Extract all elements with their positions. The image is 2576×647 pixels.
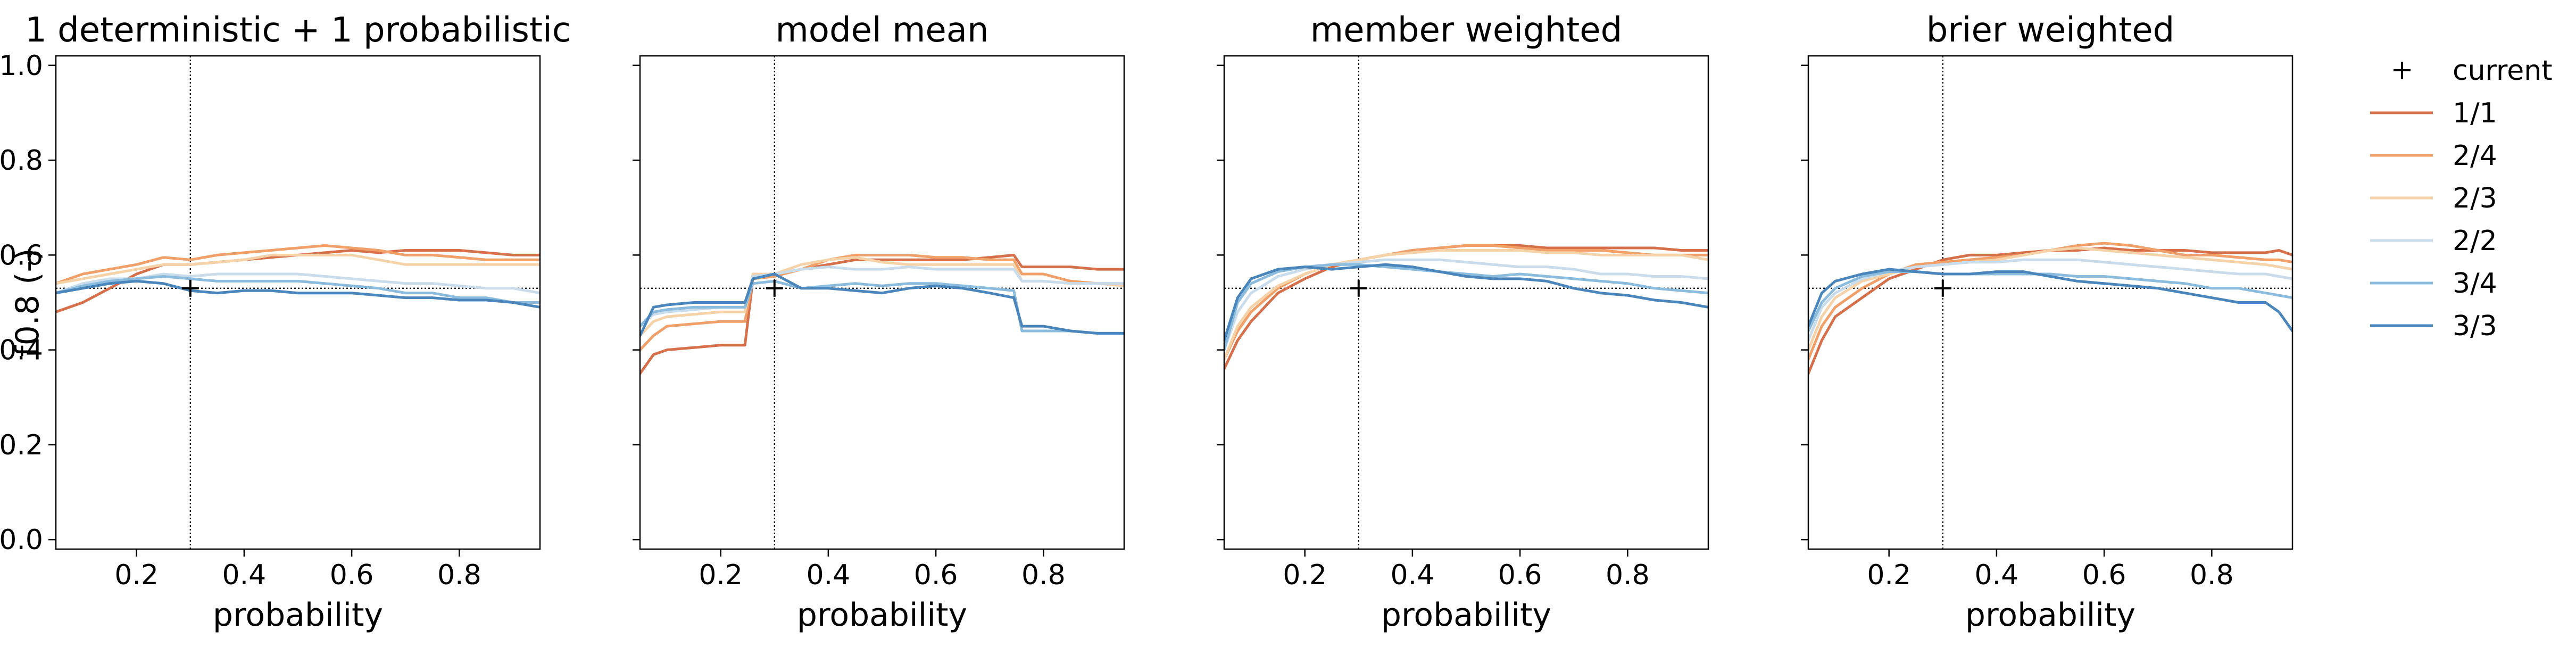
series-line-2-2: [1224, 258, 1708, 352]
x-tick-label: 0.2: [114, 559, 159, 591]
legend-entry-1-1: 1/1: [2370, 97, 2497, 129]
x-tick-label: 0.8: [1606, 559, 1650, 591]
series-group: [640, 253, 1124, 375]
x-tick-label: 0.2: [699, 559, 743, 591]
y-axis-label: f0.8 (-): [9, 248, 46, 356]
series-line-3-3: [1808, 268, 2292, 333]
x-tick-label: 0.6: [330, 559, 374, 591]
current-marker: [1934, 279, 1951, 297]
legend-label: 2/4: [2453, 140, 2497, 172]
panel-title: 1 deterministic + 1 probabilistic: [25, 11, 571, 50]
legend-entry-3-3: 3/3: [2370, 310, 2497, 342]
legend-label: 3/3: [2453, 310, 2497, 342]
series-line-2-3: [56, 253, 540, 285]
axes-frame: [1223, 55, 1709, 550]
series-line-3-3: [56, 279, 540, 309]
series-line-1-1: [1224, 244, 1708, 370]
legend-entry-2-4: 2/4: [2370, 140, 2497, 172]
current-marker: [181, 279, 199, 297]
x-axis-label: probability: [213, 596, 383, 634]
x-axis-label: probability: [1965, 596, 2135, 634]
panel-3: 0.2 0.4 0.6 0.8 member weighted probability: [1217, 11, 1709, 634]
series-line-1-1: [640, 253, 1124, 375]
current-marker: [766, 279, 783, 297]
series-line-3-3: [640, 272, 1124, 337]
x-axis-label: probability: [797, 596, 967, 634]
panel-2: 0.2 0.4 0.6 0.8 model mean probability: [633, 11, 1125, 634]
legend-label: 3/4: [2453, 268, 2497, 300]
y-tick-label: 0.4: [0, 335, 43, 367]
legend-label: current: [2453, 55, 2553, 87]
panel-1: 0.2 0.4 0.6 0.8 0.0 0.2 0.4 0.6 0.8 1.01 determin…: [0, 11, 571, 634]
legend-entry-2-2: 2/2: [2370, 225, 2497, 257]
series-line-2-2: [1808, 258, 2292, 342]
series-line-2-4: [640, 253, 1124, 352]
series-group: [1808, 242, 2292, 375]
series-line-1-1: [1808, 246, 2292, 375]
series-line-3-3: [1224, 263, 1708, 342]
series-group: [56, 244, 540, 313]
x-tick-label: 0.8: [1021, 559, 1066, 591]
series-line-3-4: [640, 279, 1124, 335]
y-tick-label: 0.6: [0, 239, 43, 271]
x-tick-label: 0.2: [1283, 559, 1327, 591]
series-group: [1224, 244, 1708, 370]
legend-entry-3-4: 3/4: [2370, 268, 2497, 300]
axes-frame: [1807, 55, 2294, 550]
series-line-2-3: [1808, 246, 2292, 352]
panel-title: member weighted: [1310, 11, 1623, 50]
x-tick-label: 0.4: [807, 559, 851, 591]
x-tick-label: 0.4: [1391, 559, 1435, 591]
legend-label: 1/1: [2453, 97, 2497, 129]
x-axis-label: probability: [1381, 596, 1551, 634]
axes-frame: [55, 55, 541, 550]
x-tick-label: 0.6: [914, 559, 958, 591]
legend-label: 2/3: [2453, 183, 2497, 214]
x-tick-label: 0.4: [1975, 559, 2019, 591]
legend-label: 2/2: [2453, 225, 2497, 257]
x-tick-label: 0.8: [2190, 559, 2234, 591]
panel-4: 0.2 0.4 0.6 0.8 brier weighted probability: [1801, 11, 2294, 634]
series-line-2-4: [56, 244, 540, 285]
series-line-2-3: [1224, 249, 1708, 361]
current-marker: [1350, 279, 1367, 297]
panel-title: brier weighted: [1926, 11, 2175, 50]
y-tick-label: 0.8: [0, 145, 43, 177]
axes-frame: [639, 55, 1125, 550]
legend-entry-current: current: [2394, 55, 2553, 87]
y-tick-label: 0.0: [0, 524, 43, 556]
legend-entry-2-3: 2/3: [2370, 183, 2497, 214]
legend: current 1/1 2/4 2/3 2/2 3/4 3/3: [2370, 55, 2553, 342]
y-tick-label: 0.2: [0, 429, 43, 461]
series-line-3-4: [1808, 270, 2292, 333]
series-line-3-4: [56, 275, 540, 304]
x-tick-label: 0.4: [222, 559, 267, 591]
x-tick-label: 0.8: [437, 559, 481, 591]
panel-title: model mean: [775, 11, 988, 50]
x-tick-label: 0.6: [1498, 559, 1542, 591]
series-line-2-4: [1224, 244, 1708, 361]
y-tick-label: 1.0: [0, 50, 43, 82]
x-tick-label: 0.2: [1867, 559, 1911, 591]
x-tick-label: 0.6: [2082, 559, 2126, 591]
